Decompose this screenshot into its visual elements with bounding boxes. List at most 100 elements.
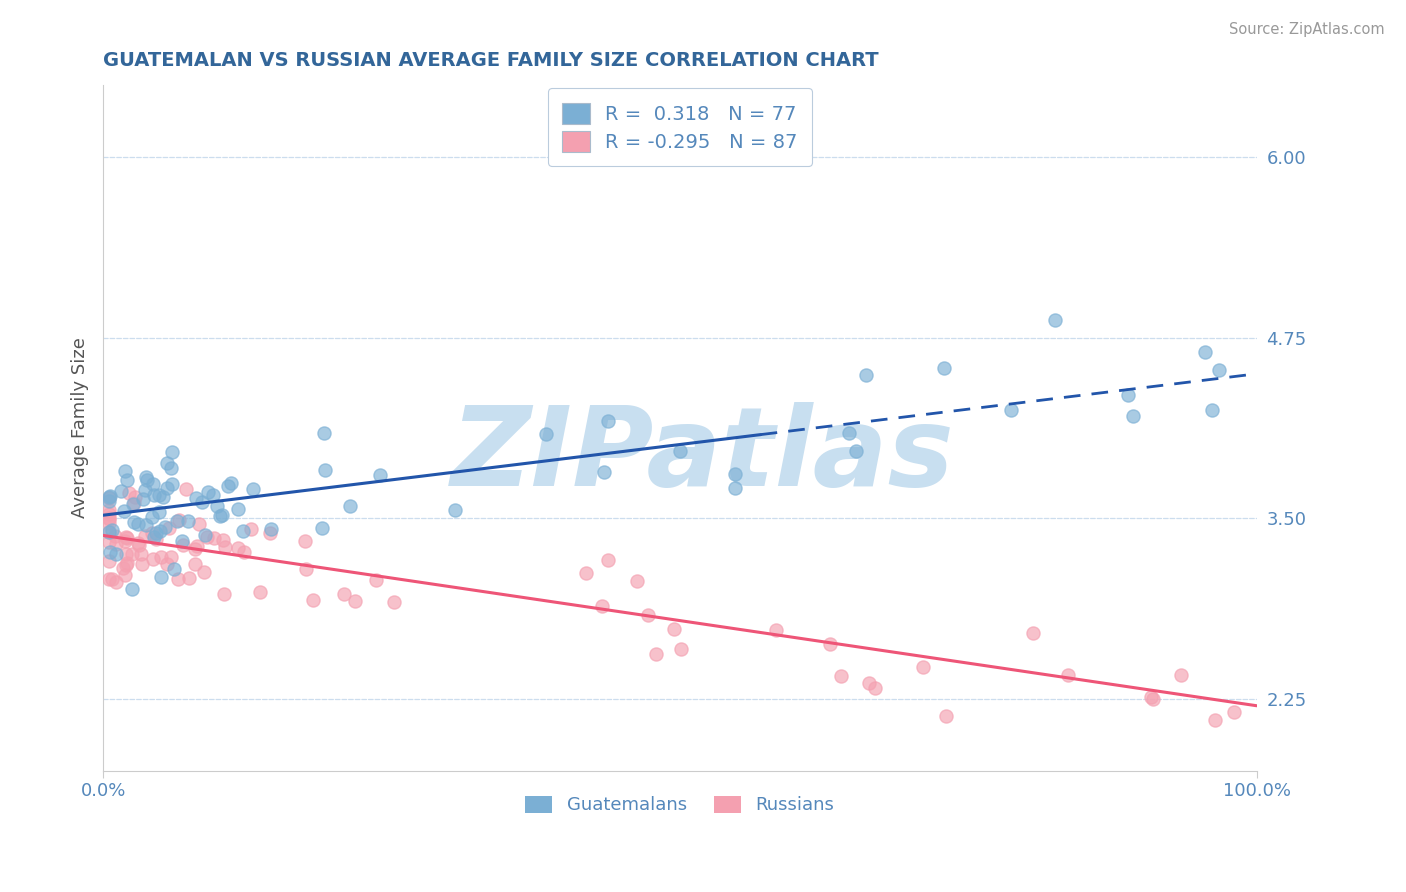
Point (838, 426, 860, 441)
Point (115, 558, 138, 573)
Point (575, 566, 598, 580)
Point (174, 482, 197, 496)
Text: Source: ZipAtlas.com: Source: ZipAtlas.com (1229, 22, 1385, 37)
Point (149, 549, 172, 564)
Point (145, 532, 167, 546)
Point (724, 481, 747, 495)
Point (104, 537, 127, 551)
Point (114, 464, 136, 478)
Point (209, 509, 232, 524)
Point (149, 524, 172, 538)
Point (122, 497, 145, 511)
Point (197, 485, 219, 500)
Point (669, 444, 692, 458)
Point (314, 463, 336, 477)
Text: GUATEMALAN VS RUSSIAN AVERAGE FAMILY SIZE CORRELATION CHART: GUATEMALAN VS RUSSIAN AVERAGE FAMILY SIZ… (103, 51, 879, 70)
Point (211, 533, 233, 547)
Point (855, 368, 877, 382)
Point (662, 622, 685, 636)
Point (596, 414, 619, 428)
Point (591, 599, 613, 613)
Point (294, 534, 316, 549)
Point (121, 547, 143, 561)
Point (97, 510, 120, 524)
Point (179, 571, 201, 585)
Point (935, 708, 957, 723)
Point (148, 505, 170, 519)
Point (111, 560, 134, 574)
Point (177, 514, 200, 528)
Point (124, 490, 146, 504)
Point (155, 520, 177, 534)
Point (114, 533, 136, 548)
Point (157, 521, 180, 535)
Point (217, 479, 239, 493)
Point (142, 477, 165, 491)
Point (114, 547, 136, 561)
Point (172, 537, 194, 551)
Point (212, 587, 235, 601)
Point (148, 487, 170, 501)
Point (118, 486, 141, 500)
Point (186, 539, 208, 553)
Point (294, 562, 316, 576)
Point (97, 525, 120, 540)
Point (98, 489, 121, 503)
Point (115, 530, 138, 544)
Point (1204, 713, 1226, 727)
Point (343, 594, 366, 608)
Point (259, 525, 281, 540)
Point (1000, 403, 1022, 417)
Point (239, 522, 262, 536)
Point (167, 572, 190, 586)
Point (242, 483, 264, 497)
Point (97, 554, 120, 568)
Point (364, 573, 387, 587)
Point (112, 504, 135, 518)
Point (160, 550, 183, 565)
Point (117, 473, 139, 487)
Point (135, 517, 157, 532)
Point (105, 575, 128, 590)
Point (97, 494, 120, 508)
Point (1140, 690, 1163, 705)
Point (830, 669, 852, 683)
Point (142, 551, 165, 566)
Point (339, 500, 361, 514)
Point (260, 522, 283, 536)
Point (150, 570, 173, 584)
Point (205, 500, 228, 514)
Point (131, 558, 153, 572)
Point (184, 541, 207, 556)
Point (534, 427, 557, 442)
Point (104, 529, 127, 543)
Point (188, 517, 211, 532)
Point (98, 491, 121, 506)
Point (596, 553, 619, 567)
Point (160, 476, 183, 491)
Legend: Guatemalans, Russians: Guatemalans, Russians (516, 787, 844, 823)
Point (115, 556, 138, 570)
Point (128, 538, 150, 552)
Point (865, 681, 887, 696)
Point (156, 558, 179, 572)
Point (122, 496, 145, 510)
Point (228, 541, 250, 556)
Y-axis label: Average Family Size: Average Family Size (72, 337, 89, 518)
Point (1223, 705, 1246, 719)
Point (163, 562, 186, 576)
Point (132, 492, 155, 507)
Point (202, 488, 225, 502)
Point (152, 490, 174, 504)
Point (592, 465, 614, 479)
Point (97, 572, 120, 586)
Point (141, 525, 163, 540)
Point (127, 517, 149, 532)
Point (170, 533, 193, 548)
Point (142, 488, 165, 502)
Point (644, 647, 666, 661)
Point (314, 425, 336, 440)
Point (211, 508, 233, 523)
Point (156, 481, 179, 495)
Point (143, 530, 166, 544)
